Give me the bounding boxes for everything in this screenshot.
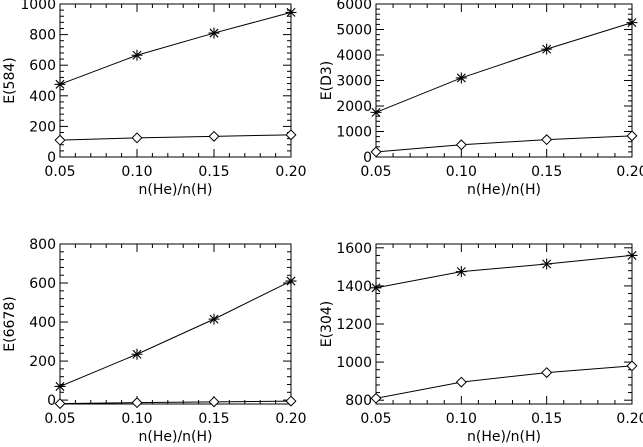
y-tick-label: 400 [29,315,56,331]
y-tick-label: 1400 [336,279,372,295]
chart-panel-4: 0.05 0.10 0.15 0.20 800 1000 1200 1400 1600 n(He)… [319,241,643,445]
data-point-diamond [285,395,297,407]
y-tick-label: 600 [29,276,56,292]
y-tick-label: 800 [29,28,56,44]
data-point-diamond [541,367,553,379]
x-tick-label: 0.15 [531,164,562,180]
series-line-asterisk [375,254,633,289]
x-tick-label: 0.05 [44,411,75,427]
y-tick-label: 6000 [336,0,372,13]
data-point-asterisk [54,78,66,90]
y-tick-label: 1000 [336,125,372,141]
y-axis-label: E(584) [2,57,18,104]
y-tick-label: 800 [29,237,56,253]
series-line-asterisk [375,22,633,113]
y-tick-label: 1600 [336,241,372,257]
data-point-diamond [54,134,66,146]
x-tick-label: 0.10 [446,411,477,427]
x-tick-label: 0.10 [121,411,152,427]
chart-panel-2: 0.05 0.10 0.15 0.20 0 1000 2000 3000 4000 5000 600… [319,0,643,198]
data-point-diamond [131,397,143,409]
x-tick-label: 0.20 [616,411,643,427]
data-point-asterisk [455,72,467,84]
y-tick-label: 200 [29,354,56,370]
x-axis-label: n(He)/n(H) [467,182,541,198]
y-tick-label: 3000 [336,74,372,90]
series-line-diamond [59,134,292,141]
x-tick-label: 0.05 [44,164,75,180]
x-tick-label: 0.05 [360,411,391,427]
y-tick-label: 1000 [336,355,372,371]
y-tick-label: 600 [29,58,56,74]
series-line-diamond [59,400,292,405]
y-tick-label: 400 [29,89,56,105]
y-tick-label: 2000 [336,99,372,115]
data-point-asterisk [285,6,297,18]
y-tick-label: 4000 [336,48,372,64]
data-point-diamond [626,130,638,142]
series-line-diamond [375,365,633,399]
x-tick-label: 0.20 [616,164,643,180]
x-tick-label: 0.15 [531,411,562,427]
data-point-diamond [455,139,467,151]
y-tick-label: 200 [29,119,56,135]
x-tick-label: 0.10 [446,164,477,180]
series-line-diamond [375,135,633,153]
data-point-diamond [370,146,382,158]
y-axis-label: E(D3) [319,61,335,100]
plot-frame [59,243,292,405]
data-point-asterisk [208,27,220,39]
data-point-asterisk [541,258,553,270]
x-axis-label: n(He)/n(H) [139,429,213,445]
data-point-asterisk [626,249,638,261]
data-point-asterisk [208,313,220,325]
series-line-asterisk [59,280,292,387]
x-tick-label: 0.20 [275,411,306,427]
chart-panel-1: 0.05 0.10 0.15 0.20 0 200 400 600 800 1000 n(He)/n… [2,0,307,198]
y-axis-label: E(304) [319,301,335,348]
data-point-diamond [285,129,297,141]
data-point-asterisk [131,49,143,61]
data-point-diamond [455,376,467,388]
data-point-asterisk [54,380,66,392]
series-line-asterisk [59,11,292,85]
data-point-asterisk [626,17,638,29]
y-tick-label: 1200 [336,317,372,333]
x-tick-label: 0.05 [360,164,391,180]
data-point-asterisk [131,348,143,360]
data-point-asterisk [370,106,382,118]
data-point-diamond [626,360,638,372]
data-point-diamond [131,132,143,144]
data-point-asterisk [455,266,467,278]
x-tick-label: 0.10 [121,164,152,180]
x-tick-label: 0.20 [275,164,306,180]
x-tick-label: 0.15 [198,411,229,427]
data-point-diamond [208,130,220,142]
y-tick-label: 0 [363,150,372,166]
y-tick-label: 5000 [336,23,372,39]
data-point-asterisk [541,43,553,55]
data-point-diamond [54,398,66,410]
plot-frame [375,3,633,158]
data-point-asterisk [370,282,382,294]
data-point-diamond [370,392,382,404]
y-tick-label: 0 [47,150,56,166]
chart-panel-3: 0.05 0.10 0.15 0.20 0 200 400 600 800 n(He)/n(H) E… [2,237,307,445]
plot-frame [59,3,292,158]
y-tick-label: 1000 [20,0,56,13]
x-axis-label: n(He)/n(H) [467,429,541,445]
y-axis-label: E(6678) [2,296,18,351]
x-tick-label: 0.15 [198,164,229,180]
data-point-asterisk [285,275,297,287]
y-tick-label: 0 [47,393,56,409]
x-axis-label: n(He)/n(H) [139,182,213,198]
data-point-diamond [541,134,553,146]
data-point-diamond [208,396,220,408]
y-tick-label: 800 [345,393,372,409]
